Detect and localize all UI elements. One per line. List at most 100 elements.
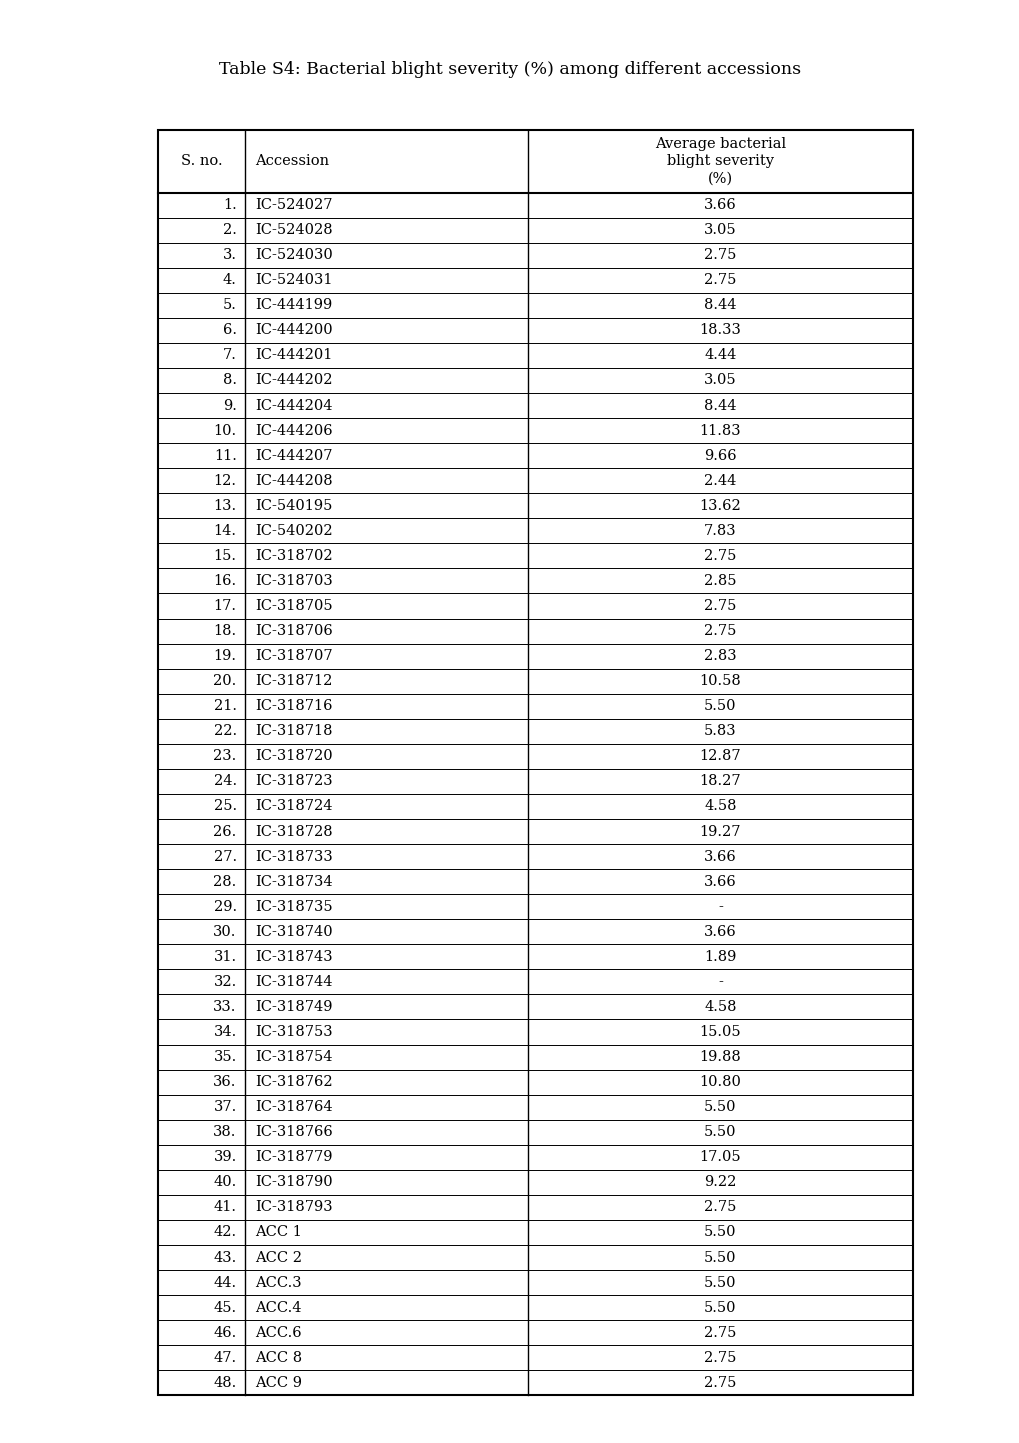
Text: IC-540195: IC-540195: [255, 499, 332, 512]
Text: IC-318707: IC-318707: [255, 649, 332, 664]
Text: IC-318718: IC-318718: [255, 724, 332, 739]
Text: 2.44: 2.44: [703, 473, 736, 488]
Text: 5.50: 5.50: [703, 700, 736, 713]
Text: 5.: 5.: [222, 299, 236, 312]
Text: IC-318734: IC-318734: [255, 874, 332, 889]
Text: 32.: 32.: [213, 975, 236, 988]
Text: 9.: 9.: [222, 398, 236, 413]
Text: IC-318793: IC-318793: [255, 1201, 332, 1215]
Text: IC-318735: IC-318735: [255, 900, 332, 913]
Text: 2.75: 2.75: [703, 248, 736, 263]
Text: 5.50: 5.50: [703, 1276, 736, 1290]
Text: 21.: 21.: [214, 700, 236, 713]
Text: ACC 2: ACC 2: [255, 1251, 302, 1264]
Text: 10.: 10.: [213, 424, 236, 437]
Text: 5.50: 5.50: [703, 1126, 736, 1140]
Text: 18.33: 18.33: [699, 323, 741, 338]
Text: IC-444202: IC-444202: [255, 374, 332, 388]
Text: 10.80: 10.80: [699, 1075, 741, 1089]
Text: IC-318706: IC-318706: [255, 623, 332, 638]
Text: ACC 9: ACC 9: [255, 1375, 302, 1390]
Text: 5.83: 5.83: [703, 724, 736, 739]
Text: IC-318744: IC-318744: [255, 975, 332, 988]
Text: 42.: 42.: [213, 1225, 236, 1240]
Text: 4.58: 4.58: [703, 799, 736, 814]
Text: IC-524031: IC-524031: [255, 273, 332, 287]
Text: 14.: 14.: [214, 524, 236, 538]
Text: 5.50: 5.50: [703, 1300, 736, 1315]
Text: IC-524027: IC-524027: [255, 198, 332, 212]
Text: IC-318740: IC-318740: [255, 925, 332, 939]
Text: 47.: 47.: [213, 1351, 236, 1365]
Text: 4.44: 4.44: [703, 348, 736, 362]
Text: Table S4: Bacterial blight severity (%) among different accessions: Table S4: Bacterial blight severity (%) …: [219, 61, 800, 78]
Text: S. no.: S. no.: [180, 154, 222, 169]
Text: IC-318716: IC-318716: [255, 700, 332, 713]
Text: IC-318749: IC-318749: [255, 1000, 332, 1014]
Text: IC-444200: IC-444200: [255, 323, 332, 338]
Text: 2.75: 2.75: [703, 1351, 736, 1365]
Text: 2.75: 2.75: [703, 623, 736, 638]
Text: 8.44: 8.44: [703, 299, 736, 312]
Text: IC-318790: IC-318790: [255, 1176, 332, 1189]
Text: 13.62: 13.62: [699, 499, 741, 512]
Text: 11.83: 11.83: [699, 424, 741, 437]
Text: IC-318766: IC-318766: [255, 1126, 332, 1140]
Text: IC-318702: IC-318702: [255, 548, 332, 563]
Text: 19.27: 19.27: [699, 824, 741, 838]
Text: 44.: 44.: [213, 1276, 236, 1290]
Text: 17.: 17.: [214, 599, 236, 613]
Text: 7.: 7.: [222, 348, 236, 362]
Text: IC-444208: IC-444208: [255, 473, 332, 488]
Text: 2.75: 2.75: [703, 1375, 736, 1390]
Text: 5.50: 5.50: [703, 1100, 736, 1114]
Text: 26.: 26.: [213, 824, 236, 838]
Text: 48.: 48.: [213, 1375, 236, 1390]
Text: IC-318723: IC-318723: [255, 775, 332, 788]
Text: 6.: 6.: [222, 323, 236, 338]
Text: ACC 8: ACC 8: [255, 1351, 302, 1365]
Text: 23.: 23.: [213, 749, 236, 763]
Text: 41.: 41.: [214, 1201, 236, 1215]
Text: 12.87: 12.87: [699, 749, 741, 763]
Text: -: -: [717, 900, 722, 913]
Text: 3.66: 3.66: [703, 925, 736, 939]
Text: 37.: 37.: [213, 1100, 236, 1114]
Text: IC-318733: IC-318733: [255, 850, 332, 863]
Text: 2.75: 2.75: [703, 273, 736, 287]
Text: IC-444206: IC-444206: [255, 424, 332, 437]
Text: 18.27: 18.27: [699, 775, 741, 788]
Text: 2.83: 2.83: [703, 649, 736, 664]
Text: 34.: 34.: [213, 1025, 236, 1039]
Text: ACC.6: ACC.6: [255, 1326, 302, 1339]
Text: IC-318705: IC-318705: [255, 599, 332, 613]
Text: 22.: 22.: [213, 724, 236, 739]
Text: IC-318764: IC-318764: [255, 1100, 332, 1114]
Text: 9.22: 9.22: [703, 1176, 736, 1189]
Text: 3.: 3.: [222, 248, 236, 263]
Text: 20.: 20.: [213, 674, 236, 688]
Text: 3.66: 3.66: [703, 198, 736, 212]
Text: 18.: 18.: [213, 623, 236, 638]
Text: 28.: 28.: [213, 874, 236, 889]
Text: Average bacterial
blight severity
(%): Average bacterial blight severity (%): [654, 137, 786, 186]
Text: 15.05: 15.05: [699, 1025, 741, 1039]
Text: 3.05: 3.05: [703, 224, 736, 237]
Text: 46.: 46.: [213, 1326, 236, 1339]
Text: 3.66: 3.66: [703, 874, 736, 889]
Text: IC-540202: IC-540202: [255, 524, 332, 538]
Text: IC-318743: IC-318743: [255, 949, 332, 964]
Text: 17.05: 17.05: [699, 1150, 741, 1165]
Text: 43.: 43.: [213, 1251, 236, 1264]
Text: 35.: 35.: [213, 1051, 236, 1063]
Text: IC-318712: IC-318712: [255, 674, 332, 688]
Text: 16.: 16.: [213, 574, 236, 587]
Text: 3.05: 3.05: [703, 374, 736, 388]
Text: 4.: 4.: [222, 273, 236, 287]
Text: 3.66: 3.66: [703, 850, 736, 863]
Text: IC-318728: IC-318728: [255, 824, 332, 838]
Text: 36.: 36.: [213, 1075, 236, 1089]
Text: 5.50: 5.50: [703, 1251, 736, 1264]
Text: 2.75: 2.75: [703, 1326, 736, 1339]
Text: 40.: 40.: [213, 1176, 236, 1189]
